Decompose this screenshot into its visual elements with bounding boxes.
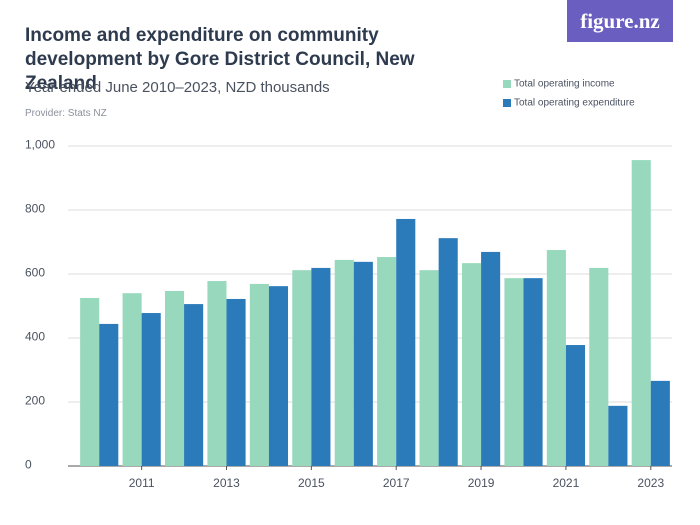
bar [80,298,100,466]
chart-subtitle: Year ended June 2010–2023, NZD thousands [25,79,330,96]
bar [334,259,354,466]
legend-swatch [503,99,511,107]
bar [207,281,227,466]
x-tick-label: 2021 [553,476,580,490]
logo[interactable]: figure.nz [567,0,673,42]
bar [353,261,373,466]
bar [377,257,397,466]
y-tick-label: 800 [25,202,45,216]
x-tick-label: 2015 [298,476,325,490]
bar [99,323,119,466]
bar [546,250,566,466]
bar [249,283,269,466]
legend-label: Total operating expenditure [514,98,635,109]
bar [184,304,204,466]
y-tick-label: 600 [25,266,45,280]
bar [141,313,161,466]
x-tick-label: 2017 [383,476,410,490]
legend: Total operating income Total operating ex… [503,79,635,109]
y-tick-label: 200 [25,394,45,408]
y-tick-label: 1,000 [25,138,55,152]
bar [268,286,289,466]
bar [608,405,628,466]
bar [565,345,586,466]
y-tick-label: 0 [25,458,32,472]
x-tick-label: 2019 [468,476,495,490]
x-tick-label: 2013 [213,476,240,490]
bar [419,270,439,466]
bar [504,278,524,466]
bar [226,298,246,466]
x-tick-label: 2023 [637,476,664,490]
bar [122,293,142,466]
legend-label: Total operating income [514,79,615,90]
bar [650,380,670,466]
y-tick-label: 400 [25,330,45,344]
bar [631,160,651,466]
provider: Provider: Stats NZ [25,108,107,119]
bar [164,290,185,466]
bar [311,267,331,466]
bar [461,263,482,466]
bar [523,278,543,466]
bar [589,267,609,466]
legend-swatch [503,80,511,88]
x-tick-label: 2011 [129,476,155,490]
chart-title: Income and expenditure on community deve… [25,25,415,94]
bar [396,218,416,466]
bar [292,270,312,466]
bar [438,238,458,466]
bar [481,251,501,466]
